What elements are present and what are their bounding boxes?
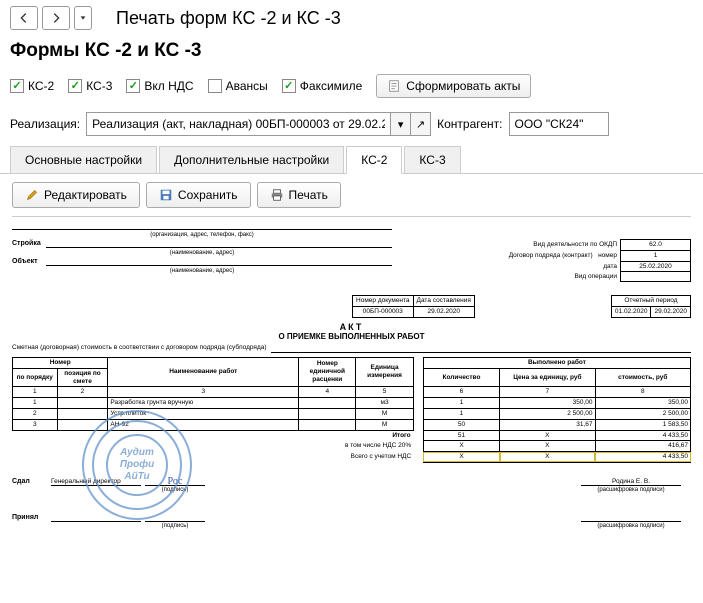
checkbox-ks3[interactable]: КС-3 [68,79,112,93]
estimate-label: Сметная (договорная) стоимость в соответ… [12,344,267,353]
checkbox-advances[interactable]: Авансы [208,79,268,93]
sig-gave-label: Сдал [12,478,47,486]
realization-label: Реализация: [10,117,80,131]
period-table: Отчетный период 01.02.202029.02.2020 [611,295,691,318]
save-button[interactable]: Сохранить [146,182,251,208]
checkbox-fax-label: Факсимиле [300,79,363,93]
tab-ks3[interactable]: КС-3 [404,146,460,173]
tab-ks2[interactable]: КС-2 [346,146,402,174]
label-stroika: Стройка [12,240,42,248]
nav-back-button[interactable] [10,6,38,30]
printer-icon [270,188,284,202]
checkbox-ks2-label: КС-2 [28,79,54,93]
generate-acts-button[interactable]: Сформировать акты [376,74,531,98]
act-subtitle: О ПРИЕМКЕ ВЫПОЛНЕННЫХ РАБОТ [12,332,691,342]
caption-name1: (наименование, адрес) [12,250,392,257]
realization-input[interactable] [86,112,391,136]
contragent-label: Контрагент: [437,117,502,131]
main-heading: Формы КС -2 и КС -3 [0,36,703,70]
checkbox-advances-label: Авансы [226,79,268,93]
tab-main-settings[interactable]: Основные настройки [10,146,157,173]
nav-dropdown-button[interactable] [74,6,92,30]
ks2-document-preview: (организация, адрес, телефон, факс) Стро… [12,221,691,530]
sig-took-label: Принял [12,514,47,522]
edit-button[interactable]: Редактировать [12,182,140,208]
pencil-icon [25,188,39,202]
label-object: Объект [12,258,42,266]
checkbox-vat-label: Вкл НДС [144,79,193,93]
okdp-table: Вид деятельности по ОКДП62.0 Договор под… [506,239,691,282]
checkbox-ks3-label: КС-3 [86,79,112,93]
floppy-icon [159,188,173,202]
act-title: АКТ [12,322,691,333]
checkbox-ks2[interactable]: КС-2 [10,79,54,93]
realization-open-button[interactable]: ↗ [411,112,431,136]
page-title: Печать форм КС -2 и КС -3 [116,8,341,29]
company-stamp: Аудит Профи АйТи [82,410,192,520]
tab-additional-settings[interactable]: Дополнительные настройки [159,146,344,173]
table-row: 1Разработка грунта вручнуюм31350,00350,0… [13,398,691,409]
document-icon [387,79,401,93]
caption-name2: (наименование, адрес) [12,268,392,275]
nav-forward-button[interactable] [42,6,70,30]
print-button[interactable]: Печать [257,182,341,208]
doc-number-table: Номер документаДата составления 00БП-000… [352,295,475,318]
caption-org: (организация, адрес, телефон, факс) [12,232,392,239]
checkbox-fax[interactable]: Факсимиле [282,79,363,93]
contragent-input[interactable] [509,112,609,136]
realization-dropdown-button[interactable]: ▾ [391,112,411,136]
checkbox-vat[interactable]: Вкл НДС [126,79,193,93]
